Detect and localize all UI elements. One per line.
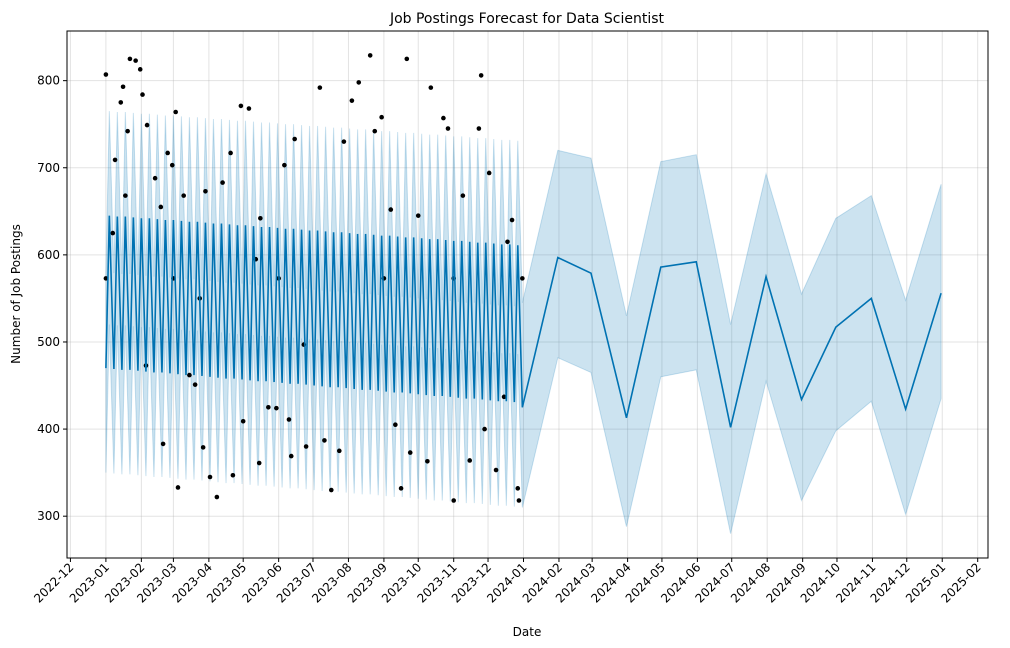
observed-point	[214, 494, 220, 500]
observed-point	[266, 405, 271, 410]
observed-point	[317, 85, 323, 90]
observed-point	[460, 193, 466, 198]
observed-point	[322, 438, 327, 443]
observed-point	[367, 53, 373, 58]
y-tick-label: 700	[37, 161, 60, 175]
observed-point	[445, 126, 451, 131]
observed-point	[246, 106, 252, 111]
y-tick-label: 500	[37, 335, 60, 349]
observed-point	[187, 372, 192, 378]
forecast-line	[105, 215, 942, 428]
observed-point	[230, 472, 236, 478]
observed-point	[486, 170, 492, 176]
observed-point	[137, 67, 143, 72]
observed-point	[482, 426, 487, 432]
x-axis-label: Date	[513, 625, 542, 639]
observed-point	[123, 193, 128, 198]
observed-point	[441, 115, 446, 121]
observed-point	[133, 58, 138, 63]
observed-point	[292, 136, 297, 142]
observed-point	[398, 486, 404, 491]
observed-point	[407, 450, 413, 455]
uncertainty-band	[105, 111, 942, 534]
observed-point	[415, 213, 421, 218]
observed-point	[158, 204, 164, 210]
observed-point	[103, 276, 109, 281]
plot-frame	[66, 30, 989, 559]
observed-point	[165, 150, 170, 156]
observed-point	[515, 486, 521, 491]
observed-point	[520, 276, 525, 281]
observed-point	[240, 418, 246, 424]
observed-point	[476, 126, 482, 131]
observed-point	[256, 460, 262, 466]
observed-point	[140, 92, 145, 97]
observed-point	[125, 128, 130, 134]
observed-point	[303, 444, 309, 449]
observed-point	[112, 157, 118, 163]
observed-point	[282, 162, 287, 168]
observed-point	[505, 239, 510, 245]
observed-point	[127, 56, 133, 62]
observed-point	[238, 103, 244, 109]
observed-point	[160, 441, 166, 447]
observed-point	[258, 215, 263, 221]
observed-point	[200, 445, 206, 450]
observed-point	[286, 417, 292, 422]
observed-point	[336, 448, 342, 454]
observed-point	[152, 175, 158, 181]
observed-point	[169, 162, 175, 168]
observed-point	[220, 180, 225, 185]
observed-point	[428, 85, 434, 90]
observed-point	[120, 84, 126, 90]
observed-point	[341, 139, 347, 144]
observed-point	[103, 72, 109, 77]
observed-point	[228, 150, 233, 156]
observed-point	[175, 485, 181, 490]
observed-point	[372, 128, 378, 134]
observed-point	[467, 458, 473, 463]
observed-point	[203, 188, 208, 194]
observed-point	[328, 487, 334, 493]
y-tick-label: 800	[37, 74, 60, 88]
y-tick-label: 300	[37, 509, 60, 523]
observed-point	[451, 498, 457, 503]
observed-point	[181, 193, 186, 198]
y-axis-label: Number of Job Postings	[9, 224, 23, 364]
observed-point	[207, 474, 213, 480]
observed-point	[478, 73, 484, 78]
observed-point	[356, 80, 362, 85]
observed-point	[274, 405, 279, 411]
observed-point	[192, 382, 198, 387]
observed-point	[110, 230, 116, 236]
observed-point	[349, 98, 355, 103]
observed-point	[516, 498, 522, 503]
observed-point	[173, 109, 178, 115]
observed-point	[388, 207, 394, 212]
observed-point	[379, 114, 384, 120]
observed-point	[425, 459, 430, 464]
observed-point	[118, 100, 124, 105]
y-tick-label: 400	[37, 422, 60, 436]
observed-point	[493, 467, 499, 473]
chart-title: Job Postings Forecast for Data Scientist	[389, 11, 665, 27]
observed-point	[501, 394, 507, 400]
observed-point	[144, 122, 150, 128]
observed-point	[404, 56, 410, 62]
observed-point	[288, 453, 294, 459]
y-tick-label: 600	[37, 248, 60, 262]
observed-point	[393, 422, 398, 428]
observed-point	[509, 217, 515, 223]
